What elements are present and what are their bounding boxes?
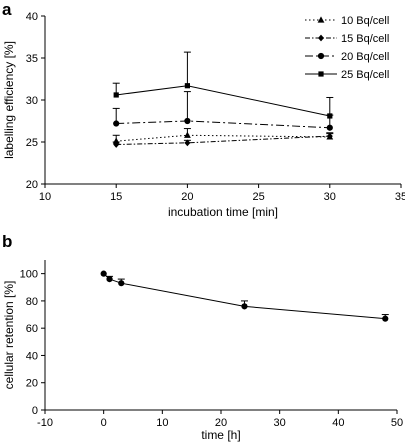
legend-marker: [317, 52, 325, 60]
x-tick-label: 50: [391, 417, 403, 429]
panel-a-x-axis-title: incubation time [min]: [168, 205, 278, 219]
panel-b-y-axis-title: cellular retention [%]: [2, 281, 16, 390]
panel-a-label: a: [2, 0, 12, 19]
x-tick-label: 0: [101, 417, 107, 429]
series-4: [112, 51, 334, 119]
data-point: [184, 139, 191, 147]
series-3: [112, 91, 334, 131]
x-tick-label: 30: [324, 191, 336, 203]
data-point: [326, 132, 333, 140]
data-point: [184, 131, 191, 138]
data-point: [327, 113, 333, 119]
y-tick-label: 20: [26, 179, 38, 191]
y-tick-label: 25: [26, 137, 38, 149]
x-tick-label: 35: [395, 191, 405, 203]
legend-label: 20 Bq/cell: [341, 51, 389, 63]
data-point: [326, 124, 333, 131]
series-line: [103, 273, 386, 320]
data-point: [113, 92, 119, 98]
series-line: [116, 135, 330, 146]
data-point: [118, 280, 125, 287]
y-tick-label: 40: [26, 350, 38, 362]
y-tick-label: 35: [26, 53, 38, 65]
series-2: [112, 132, 334, 148]
y-tick-label: 80: [26, 296, 38, 308]
x-tick-label: 15: [110, 191, 122, 203]
y-tick-label: 40: [26, 11, 38, 23]
x-tick-label: 20: [215, 417, 227, 429]
data-point: [106, 275, 113, 283]
data-point: [241, 303, 248, 310]
data-point: [184, 117, 191, 125]
legend-box: [300, 10, 404, 90]
panel-b-x-axis-title: time [h]: [201, 428, 240, 442]
x-tick-label: 20: [181, 191, 193, 203]
x-tick-label: -10: [37, 417, 53, 429]
legend-marker: [318, 71, 324, 77]
x-tick-label: 10: [39, 191, 51, 203]
legend-label: 15 Bq/cell: [341, 33, 389, 45]
x-tick-label: 30: [274, 417, 286, 429]
legend-marker: [318, 34, 324, 42]
legend-marker: [317, 16, 325, 23]
panel-a-legend: 10 Bq/cell 15 Bq/cell 20 Bq/cell 25 Bq/cell: [300, 10, 404, 90]
panel-a: a 10 15 20 25 30 35 20 25 30 35 40 incubation tim…: [2, 0, 405, 219]
panel-b-label: b: [2, 232, 12, 251]
y-tick-label: 20: [26, 378, 38, 390]
y-tick-label: 60: [26, 323, 38, 335]
y-tick-label: 100: [20, 269, 38, 281]
x-tick-label: 40: [332, 417, 344, 429]
x-tick-label: 10: [156, 417, 168, 429]
y-tick-label: 0: [32, 405, 38, 417]
series-line: [116, 134, 330, 142]
x-tick-label: 25: [252, 191, 264, 203]
series-line: [116, 85, 330, 117]
data-point: [184, 83, 190, 89]
data-point: [100, 270, 107, 277]
data-point: [382, 315, 389, 322]
legend-label: 25 Bq/cell: [341, 69, 389, 81]
y-tick-label: 30: [26, 95, 38, 107]
series-1: [100, 270, 389, 322]
legend-label: 10 Bq/cell: [341, 15, 389, 27]
data-point: [113, 141, 120, 148]
data-point: [113, 120, 120, 127]
series-line: [116, 120, 330, 129]
panel-a-y-axis-title: labelling efficiency [%]: [2, 41, 16, 159]
